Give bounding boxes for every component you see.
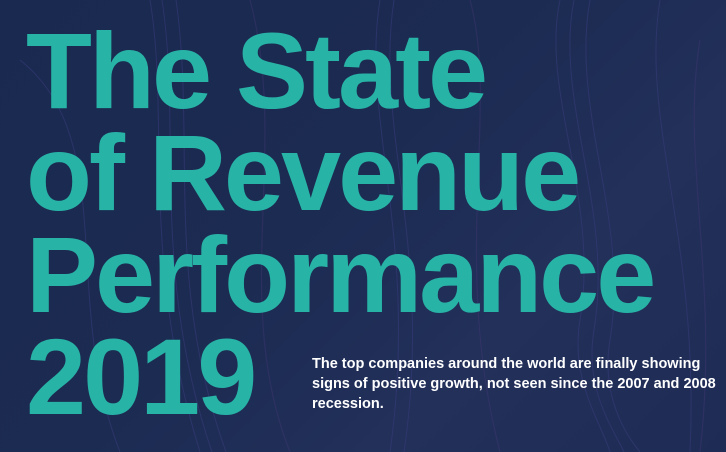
title-line-1: The State xyxy=(26,10,488,131)
title-line-3: Performance xyxy=(26,214,656,335)
title-line-2: of Revenue xyxy=(26,112,581,233)
cover-description: The top companies around the world are f… xyxy=(312,356,716,412)
title-year: 2019 xyxy=(26,316,257,437)
